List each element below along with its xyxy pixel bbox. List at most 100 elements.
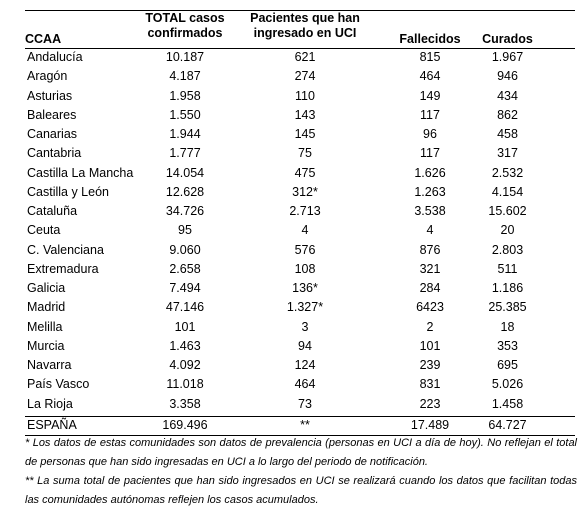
table-cell: 1.550 xyxy=(169,107,201,122)
table-cell: 14.054 xyxy=(165,165,205,180)
table-cell: 143 xyxy=(294,107,316,122)
table-cell: 9.060 xyxy=(169,242,201,257)
table-cell: Cataluña xyxy=(27,204,78,218)
table-cell: Castilla La Mancha xyxy=(27,165,134,180)
table-cell: 11.018 xyxy=(166,377,204,392)
table-cell: 312* xyxy=(292,184,318,199)
table-cell: 1.186 xyxy=(491,281,524,295)
table-cell: 1.958 xyxy=(169,88,201,103)
table-cell: 464 xyxy=(419,69,441,84)
table-cell: 101 xyxy=(419,338,441,353)
table-cell: 1.626 xyxy=(414,165,446,180)
table-cell: 117 xyxy=(420,146,440,161)
table-cell: 149 xyxy=(419,88,441,103)
table-cell: 3 xyxy=(301,319,309,334)
table-cell: Baleares xyxy=(27,107,77,122)
table-cell: Murcia xyxy=(27,338,65,353)
header-cell: TOTAL casos confirmados xyxy=(145,11,225,40)
table-cell: 284 xyxy=(419,281,441,295)
header-cell: Fallecidos xyxy=(399,32,461,46)
table-cell: 10.187 xyxy=(165,50,205,64)
table-cell: 15.602 xyxy=(488,204,527,218)
header-cell: Curados xyxy=(482,32,533,46)
table-cell: 101 xyxy=(174,319,196,334)
table-cell: 815 xyxy=(419,50,441,64)
table-cell: Ceuta xyxy=(27,223,61,238)
table-cell: 18 xyxy=(500,319,515,334)
header-cell: CCAA xyxy=(25,32,62,46)
table-cell: 1.458 xyxy=(491,396,524,411)
table-cell: 1.463 xyxy=(169,338,201,353)
table-cell: 576 xyxy=(294,242,316,257)
table-cell: 511 xyxy=(497,261,518,276)
table-cell: Galicia xyxy=(27,281,66,295)
table-cell: 2.658 xyxy=(169,261,201,276)
table-cell: 117 xyxy=(420,107,440,122)
table-cell: 317 xyxy=(497,146,518,161)
table-cell: 4 xyxy=(426,223,434,238)
table-cell: C. Valenciana xyxy=(27,242,104,257)
table-cell: 110 xyxy=(295,88,315,103)
table-cell: 458 xyxy=(497,127,518,141)
table-cell: 73 xyxy=(298,396,312,411)
top-rule xyxy=(25,10,575,11)
table-cell: 96 xyxy=(423,127,437,141)
table-cell: Castilla y León xyxy=(27,184,109,199)
table-cell: 2.803 xyxy=(491,242,524,257)
table-cell: 1.777 xyxy=(169,146,201,161)
table-cell: ** xyxy=(300,417,310,432)
table-cell: 5.026 xyxy=(491,377,524,392)
table-cell: Madrid xyxy=(27,300,66,315)
table-cell: 321 xyxy=(419,261,441,276)
table-cell: 4.154 xyxy=(491,184,524,199)
table-cell: La Rioja xyxy=(27,396,73,411)
table-cell: Cantabria xyxy=(27,146,82,161)
table-cell: 136* xyxy=(292,281,318,295)
table-cell: 4.187 xyxy=(169,69,201,84)
table-cell: 7.494 xyxy=(169,281,201,295)
table-cell: 124 xyxy=(294,358,316,372)
table-cell: 434 xyxy=(497,88,518,103)
table-cell: Navarra xyxy=(27,358,72,372)
header-cell: Pacientes que han ingresado en UCI xyxy=(250,11,360,40)
table-cell: 2.713 xyxy=(289,204,321,218)
table-cell: 2 xyxy=(426,319,434,334)
table-cell: 831 xyxy=(419,377,441,392)
table-cell: 1.967 xyxy=(491,50,524,64)
table-cell: 64.727 xyxy=(488,417,527,432)
table-cell: 239 xyxy=(419,358,441,372)
footnote: ** La suma total de pacientes que han si… xyxy=(25,475,577,506)
table-cell: 6423 xyxy=(416,300,444,315)
table-cell: Canarias xyxy=(27,127,78,141)
table-cell: 34.726 xyxy=(165,204,205,218)
table-cell: 108 xyxy=(294,261,316,276)
table-cell: 3.358 xyxy=(169,396,201,411)
table-cell: Extremadura xyxy=(27,261,99,276)
table-cell: ESPAÑA xyxy=(27,417,77,432)
table-cell: 95 xyxy=(178,223,192,238)
table-cell: País Vasco xyxy=(27,377,90,392)
table-cell: 223 xyxy=(419,396,441,411)
footnote: * Los datos de estas comunidades son dat… xyxy=(25,437,577,468)
table-cell: 3.538 xyxy=(414,204,446,218)
table-cell: 695 xyxy=(497,358,518,372)
table-cell: 621 xyxy=(294,50,316,64)
table-cell: 169.496 xyxy=(162,417,208,432)
table-cell: Aragón xyxy=(27,69,68,84)
table-cell: 20 xyxy=(500,223,515,238)
table-cell: 145 xyxy=(294,127,316,141)
table-cell: 1.263 xyxy=(414,184,446,199)
total-rule xyxy=(25,415,575,417)
table-cell: 94 xyxy=(298,338,312,353)
table-cell: 2.532 xyxy=(491,165,524,180)
table-cell: 25.385 xyxy=(488,300,527,315)
table-cell: 464 xyxy=(294,377,316,392)
bottom-rule xyxy=(25,434,575,436)
table-cell: Andalucía xyxy=(27,50,83,64)
table-cell: 475 xyxy=(294,165,316,180)
table-cell: 4 xyxy=(301,223,309,238)
table-cell: 1.327* xyxy=(286,300,324,315)
table-cell: 17.489 xyxy=(410,417,450,432)
table-cell: 75 xyxy=(298,146,312,161)
